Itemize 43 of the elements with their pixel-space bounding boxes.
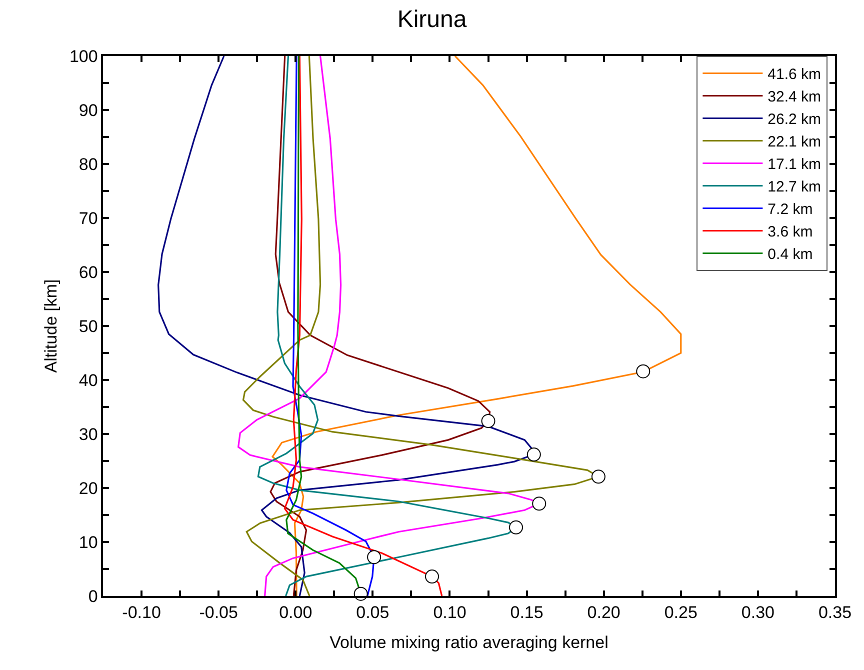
x-tick-label: -0.05 xyxy=(199,603,238,622)
y-tick-label: 20 xyxy=(78,478,98,498)
legend-label: 26.2 km xyxy=(768,111,822,128)
legend-label: 12.7 km xyxy=(768,178,822,196)
y-tick-label: 70 xyxy=(78,208,98,228)
x-tick-label: 0.15 xyxy=(510,603,544,622)
x-tick-label: 0.35 xyxy=(818,603,852,622)
x-tick-label: 0.20 xyxy=(587,603,620,622)
point xyxy=(591,470,606,484)
y-tick-label: 10 xyxy=(78,532,98,552)
point xyxy=(636,364,650,378)
legend-label: 22.1 km xyxy=(768,134,822,151)
line-series xyxy=(284,56,443,596)
y-tick-label: 40 xyxy=(78,370,98,390)
legend-label: 17.1 km xyxy=(768,156,822,174)
legend-label: 3.6 km xyxy=(768,224,813,241)
point xyxy=(509,520,523,534)
point xyxy=(481,414,496,428)
x-tick-label: 0.25 xyxy=(664,603,698,622)
y-tick-label: 50 xyxy=(78,316,98,336)
point xyxy=(532,496,546,511)
y-tick-label: 80 xyxy=(78,154,98,174)
y-axis-title: Altitude [km] xyxy=(42,279,61,373)
y-tick-label: 60 xyxy=(78,262,98,282)
point xyxy=(425,570,440,584)
line-series xyxy=(272,56,682,596)
x-axis-title: Volume mixing ratio averaging kernel xyxy=(330,633,608,652)
x-tick-label: -0.10 xyxy=(122,603,161,622)
y-tick-label: 100 xyxy=(69,46,98,66)
legend-label: 32.4 km xyxy=(768,88,822,106)
y-tick-label: 90 xyxy=(78,100,98,120)
y-tick-label: 30 xyxy=(78,424,98,444)
x-tick-label: 0.00 xyxy=(279,603,312,622)
x-tick-label: 0.30 xyxy=(741,603,774,622)
legend-label: 41.6 km xyxy=(768,66,822,84)
legend-label: 7.2 km xyxy=(768,201,813,218)
point xyxy=(367,550,382,564)
legend-label: 0.4 km xyxy=(768,246,813,264)
x-tick-label: 0.05 xyxy=(356,603,390,622)
point xyxy=(526,448,541,462)
chart-title: Kiruna xyxy=(397,6,468,33)
x-tick-label: 0.10 xyxy=(433,603,466,622)
y-tick-label: 0 xyxy=(88,586,98,606)
